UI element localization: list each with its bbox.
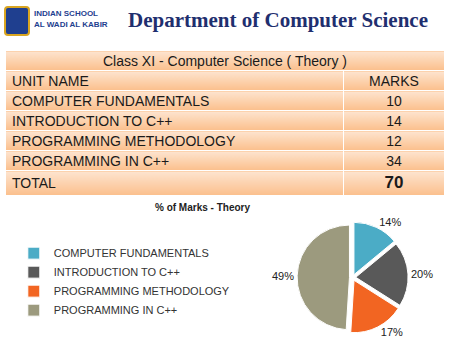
html-text:10: 10 xyxy=(386,92,402,109)
html-text:UNIT NAME: UNIT NAME xyxy=(12,72,89,89)
html-text:34: 34 xyxy=(386,152,402,169)
html-text:INTRODUCTION TO C++: INTRODUCTION TO C++ xyxy=(12,112,173,129)
html-text:70: 70 xyxy=(384,173,404,192)
html-text:12: 12 xyxy=(386,132,402,149)
html-text:TOTAL: TOTAL xyxy=(12,175,56,191)
html-text:Department of Computer Science: Department of Computer Science xyxy=(128,8,428,32)
html-text:MARKS: MARKS xyxy=(369,72,419,89)
svg-text:14%: 14% xyxy=(379,216,401,228)
html-text:PROGRAMMING IN C++: PROGRAMMING IN C++ xyxy=(12,152,170,169)
svg-text:COMPUTER FUNDAMENTALS: COMPUTER FUNDAMENTALS xyxy=(54,247,209,259)
html-text:INDIAN SCHOOL: INDIAN SCHOOL xyxy=(34,9,98,18)
svg-text:17%: 17% xyxy=(381,326,403,338)
html-text:Class XI - Computer Science (: Class XI - Computer Science ( Theory ) xyxy=(103,52,347,69)
svg-text:PROGRAMMING IN C++: PROGRAMMING IN C++ xyxy=(54,304,177,316)
svg-text:PROGRAMMING METHODOLOGY: PROGRAMMING METHODOLOGY xyxy=(54,285,230,297)
html-text:COMPUTER FUNDAMENTALS: COMPUTER FUNDAMENTALS xyxy=(12,92,210,109)
html-text:14: 14 xyxy=(386,112,402,129)
svg-text:20%: 20% xyxy=(411,268,433,280)
svg-text:49%: 49% xyxy=(272,270,294,282)
html-text:AL WADI AL KABIR: AL WADI AL KABIR xyxy=(34,20,108,29)
svg-text:INTRODUCTION TO C++: INTRODUCTION TO C++ xyxy=(54,266,180,278)
svg-text:% of Marks - Theory: % of Marks - Theory xyxy=(155,202,250,213)
html-text:PROGRAMMING METHODOLOGY: PROGRAMMING METHODOLOGY xyxy=(12,132,236,149)
